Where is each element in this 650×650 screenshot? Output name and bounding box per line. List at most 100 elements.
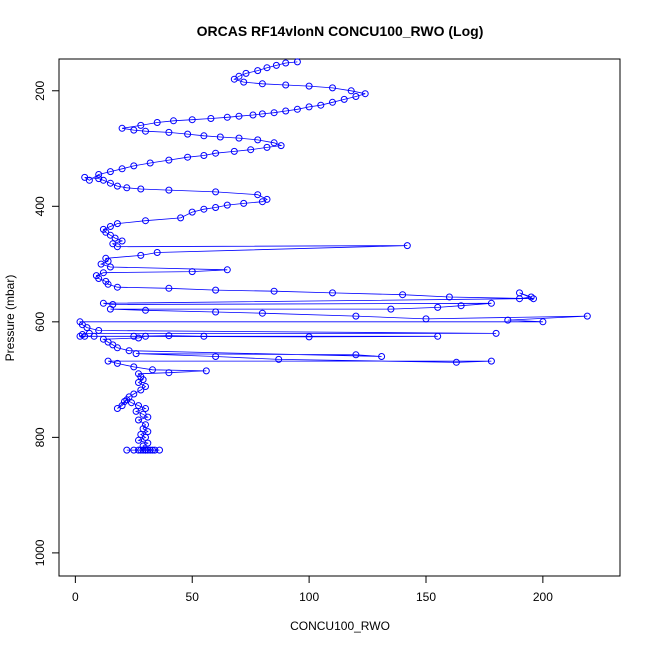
- data-point: [434, 303, 442, 311]
- data-point: [270, 139, 278, 147]
- data-point: [76, 318, 84, 326]
- data-point: [130, 126, 138, 134]
- data-point: [399, 291, 407, 299]
- data-point: [282, 59, 290, 67]
- data-point: [135, 436, 142, 444]
- data-point: [305, 82, 313, 90]
- data-point: [130, 446, 138, 454]
- data-point: [109, 301, 117, 308]
- data-point: [212, 204, 220, 211]
- data-point: [258, 110, 266, 118]
- y-tick-label: 800: [33, 427, 47, 447]
- data-point: [139, 446, 147, 454]
- plot-frame: [58, 58, 621, 577]
- data-point: [165, 332, 173, 340]
- data-point: [95, 171, 103, 178]
- data-point: [125, 347, 133, 355]
- data-point: [153, 119, 161, 126]
- data-point: [99, 269, 107, 277]
- data-point: [235, 112, 243, 120]
- data-point: [121, 398, 128, 405]
- x-tick-label: 150: [416, 590, 436, 604]
- data-point: [305, 333, 313, 341]
- data-point: [487, 357, 495, 365]
- data-point: [106, 263, 114, 271]
- x-tick-label: 50: [186, 590, 200, 604]
- x-tick-label: 0: [72, 590, 79, 604]
- data-point: [242, 69, 250, 77]
- data-point: [293, 105, 301, 113]
- data-point: [270, 109, 278, 117]
- data-point: [249, 111, 257, 119]
- data-point: [317, 101, 325, 109]
- data-point: [139, 410, 147, 418]
- data-point: [200, 132, 208, 140]
- data-point: [165, 128, 173, 136]
- y-tick-label: 200: [33, 80, 47, 100]
- data-point: [305, 103, 313, 111]
- y-axis: 200 400 600 800 1000: [33, 80, 60, 566]
- data-point: [113, 405, 121, 412]
- data-point: [184, 130, 192, 138]
- data-point: [99, 299, 107, 307]
- data-point: [165, 156, 173, 164]
- y-axis-label: Pressure (mbar): [3, 275, 17, 362]
- data-point: [99, 176, 107, 184]
- data-point: [123, 446, 131, 454]
- data-point: [99, 225, 107, 233]
- data-point: [329, 98, 336, 106]
- data-point: [212, 308, 220, 316]
- data-point: [188, 268, 196, 276]
- data-point: [85, 329, 93, 337]
- data-point: [113, 220, 121, 228]
- data-point: [113, 182, 121, 190]
- data-point: [95, 327, 103, 334]
- data-point: [118, 124, 126, 132]
- data-point: [340, 95, 348, 103]
- data-point: [223, 201, 231, 209]
- data-point: [92, 272, 100, 280]
- data-point: [263, 195, 271, 203]
- data-point: [188, 116, 196, 124]
- data-point: [137, 251, 145, 259]
- data-point: [151, 446, 159, 454]
- data-point: [270, 287, 278, 295]
- data-point: [530, 295, 537, 303]
- data-point: [130, 363, 138, 371]
- data-traces: [78, 61, 588, 451]
- data-point: [184, 153, 192, 161]
- data-point: [254, 191, 262, 199]
- data-point: [102, 277, 110, 285]
- data-point: [156, 446, 163, 454]
- data-point: [452, 358, 460, 366]
- data-point: [212, 149, 220, 157]
- data-point: [137, 185, 145, 193]
- data-point: [149, 446, 156, 454]
- data-point: [277, 142, 285, 150]
- data-point: [142, 405, 149, 412]
- data-point: [97, 260, 105, 268]
- data-point: [137, 446, 145, 454]
- data-point: [137, 386, 145, 394]
- data-point: [230, 147, 238, 155]
- data-point: [135, 446, 142, 454]
- data-point: [487, 299, 495, 307]
- data-point: [200, 332, 208, 340]
- data-point: [165, 284, 173, 292]
- data-point: [142, 306, 149, 314]
- data-point: [130, 332, 138, 340]
- data-point: [275, 355, 283, 363]
- data-point: [142, 127, 149, 135]
- data-point: [212, 353, 220, 360]
- data-point: [104, 357, 112, 365]
- data-point: [165, 186, 173, 194]
- data-point: [240, 78, 248, 86]
- data-point: [106, 223, 114, 230]
- data-point: [135, 370, 142, 378]
- y-tick-label: 400: [33, 196, 47, 216]
- data-point: [583, 312, 591, 320]
- data-point: [207, 115, 215, 122]
- data-point: [263, 143, 271, 151]
- data-point: [137, 121, 145, 129]
- data-point: [132, 350, 140, 358]
